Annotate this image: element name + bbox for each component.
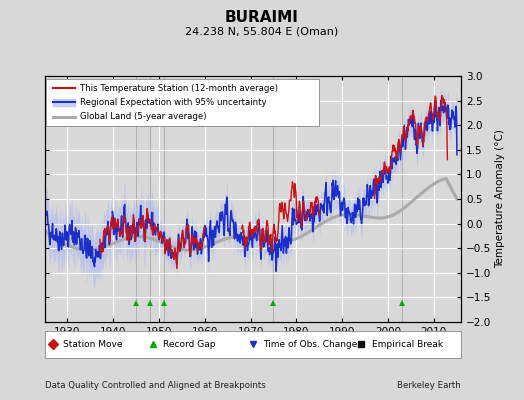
Text: Empirical Break: Empirical Break [372, 340, 443, 349]
Text: Record Gap: Record Gap [163, 340, 216, 349]
Text: Station Move: Station Move [63, 340, 123, 349]
Text: Global Land (5-year average): Global Land (5-year average) [80, 112, 206, 121]
Text: This Temperature Station (12-month average): This Temperature Station (12-month avera… [80, 84, 278, 93]
Text: 24.238 N, 55.804 E (Oman): 24.238 N, 55.804 E (Oman) [185, 26, 339, 36]
Text: Regional Expectation with 95% uncertainty: Regional Expectation with 95% uncertaint… [80, 98, 267, 107]
Text: Data Quality Controlled and Aligned at Breakpoints: Data Quality Controlled and Aligned at B… [45, 381, 265, 390]
Y-axis label: Temperature Anomaly (°C): Temperature Anomaly (°C) [496, 130, 506, 268]
Text: BURAIMI: BURAIMI [225, 10, 299, 25]
Text: Berkeley Earth: Berkeley Earth [397, 381, 461, 390]
Text: Time of Obs. Change: Time of Obs. Change [263, 340, 357, 349]
